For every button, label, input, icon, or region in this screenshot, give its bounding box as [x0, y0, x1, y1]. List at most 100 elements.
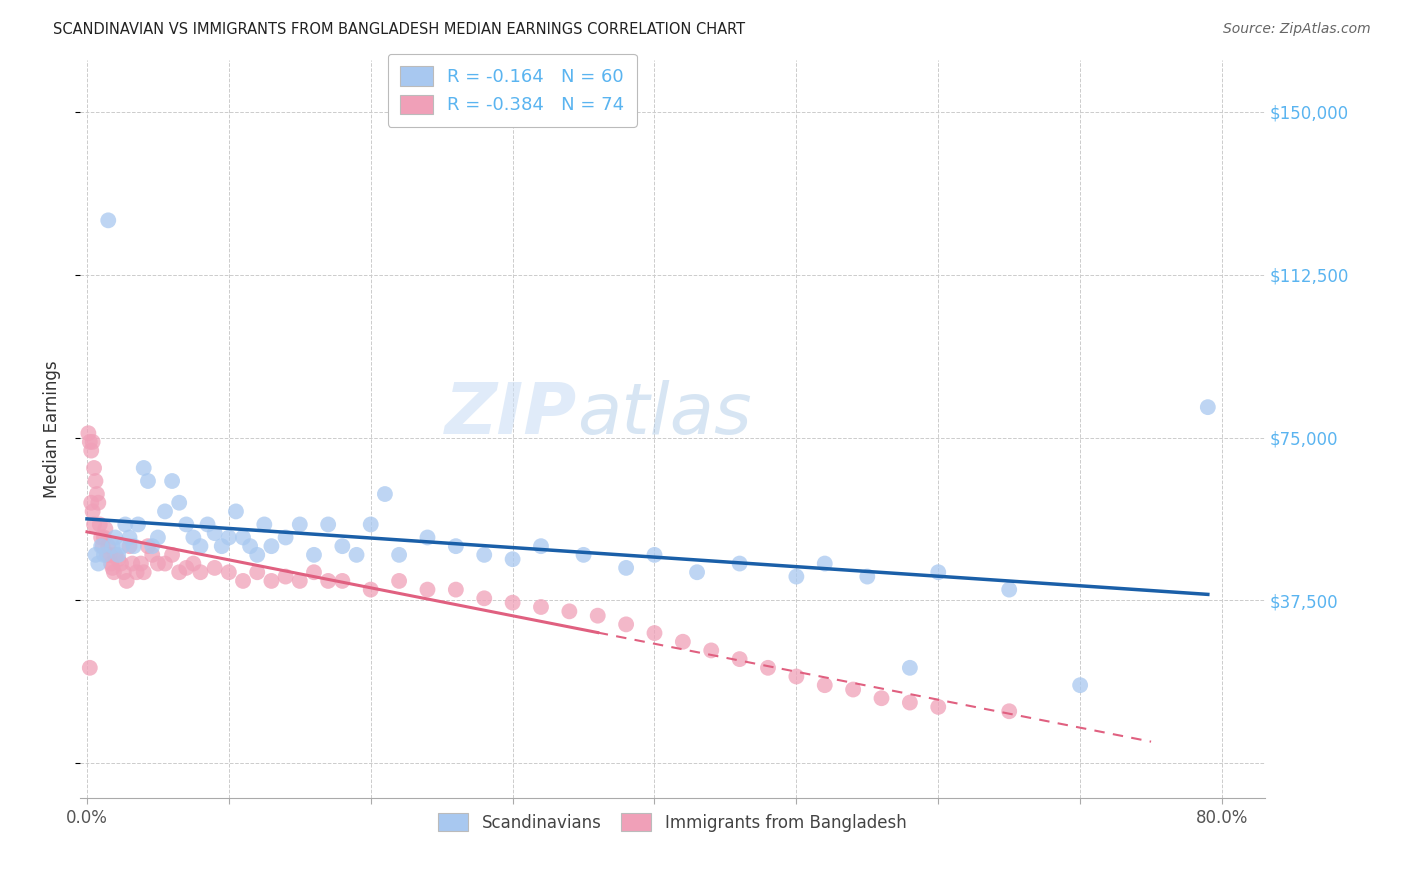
Point — [842, 682, 865, 697]
Point — [785, 669, 807, 683]
Point — [84, 474, 107, 488]
Point — [260, 539, 283, 553]
Point — [153, 504, 176, 518]
Point — [558, 604, 581, 618]
Point — [98, 548, 121, 562]
Point — [104, 548, 127, 562]
Point — [82, 504, 104, 518]
Point — [100, 557, 122, 571]
Point — [288, 517, 311, 532]
Point — [316, 517, 339, 532]
Point — [160, 474, 183, 488]
Point — [132, 566, 155, 580]
Point — [472, 548, 495, 562]
Point — [246, 548, 269, 562]
Point — [90, 531, 112, 545]
Point — [643, 626, 665, 640]
Point — [614, 617, 637, 632]
Point — [998, 704, 1021, 718]
Text: ZIP: ZIP — [446, 380, 578, 449]
Point — [614, 561, 637, 575]
Point — [80, 443, 103, 458]
Point — [87, 557, 110, 571]
Point — [89, 517, 111, 532]
Point — [330, 539, 353, 553]
Point — [153, 557, 176, 571]
Point — [93, 531, 115, 545]
Point — [86, 487, 108, 501]
Point — [114, 517, 136, 532]
Point — [302, 548, 325, 562]
Point — [1197, 400, 1219, 414]
Point — [136, 474, 159, 488]
Point — [90, 539, 112, 553]
Point — [174, 517, 197, 532]
Point — [103, 566, 125, 580]
Point — [141, 548, 163, 562]
Point — [167, 566, 190, 580]
Point — [160, 548, 183, 562]
Point — [190, 539, 212, 553]
Point — [101, 561, 124, 575]
Point — [146, 557, 169, 571]
Point — [93, 548, 115, 562]
Point — [118, 539, 141, 553]
Text: SCANDINAVIAN VS IMMIGRANTS FROM BANGLADESH MEDIAN EARNINGS CORRELATION CHART: SCANDINAVIAN VS IMMIGRANTS FROM BANGLADE… — [53, 22, 745, 37]
Point — [814, 678, 837, 692]
Point — [388, 574, 411, 588]
Point — [79, 434, 101, 449]
Point — [274, 531, 297, 545]
Point — [82, 434, 104, 449]
Point — [360, 517, 382, 532]
Point — [97, 213, 120, 227]
Legend: Scandinavians, Immigrants from Bangladesh: Scandinavians, Immigrants from Banglades… — [425, 800, 920, 846]
Point — [127, 517, 149, 532]
Point — [1069, 678, 1091, 692]
Point — [211, 539, 233, 553]
Point — [101, 539, 124, 553]
Point — [302, 566, 325, 580]
Text: Source: ZipAtlas.com: Source: ZipAtlas.com — [1223, 22, 1371, 37]
Point — [91, 539, 114, 553]
Point — [96, 548, 118, 562]
Point — [118, 531, 141, 545]
Point — [274, 569, 297, 583]
Point — [97, 539, 120, 553]
Point — [125, 566, 148, 580]
Point — [643, 548, 665, 562]
Point — [80, 496, 103, 510]
Point — [77, 426, 100, 441]
Point — [700, 643, 723, 657]
Point — [122, 539, 145, 553]
Point — [197, 517, 219, 532]
Point — [84, 548, 107, 562]
Point — [856, 569, 879, 583]
Point — [183, 531, 205, 545]
Point — [146, 531, 169, 545]
Point — [785, 569, 807, 583]
Point — [112, 566, 135, 580]
Point — [444, 582, 467, 597]
Point — [107, 548, 129, 562]
Point — [870, 691, 893, 706]
Point — [232, 531, 254, 545]
Point — [174, 561, 197, 575]
Point — [167, 496, 190, 510]
Point — [388, 548, 411, 562]
Point — [190, 566, 212, 580]
Point — [686, 566, 709, 580]
Point — [136, 539, 159, 553]
Point — [728, 557, 751, 571]
Point — [472, 591, 495, 606]
Point — [232, 574, 254, 588]
Point — [756, 661, 779, 675]
Point — [346, 548, 368, 562]
Point — [998, 582, 1021, 597]
Y-axis label: Median Earnings: Median Earnings — [44, 360, 60, 498]
Point — [253, 517, 276, 532]
Point — [728, 652, 751, 666]
Point — [246, 566, 269, 580]
Point — [416, 582, 439, 597]
Point — [83, 461, 105, 475]
Point — [104, 531, 127, 545]
